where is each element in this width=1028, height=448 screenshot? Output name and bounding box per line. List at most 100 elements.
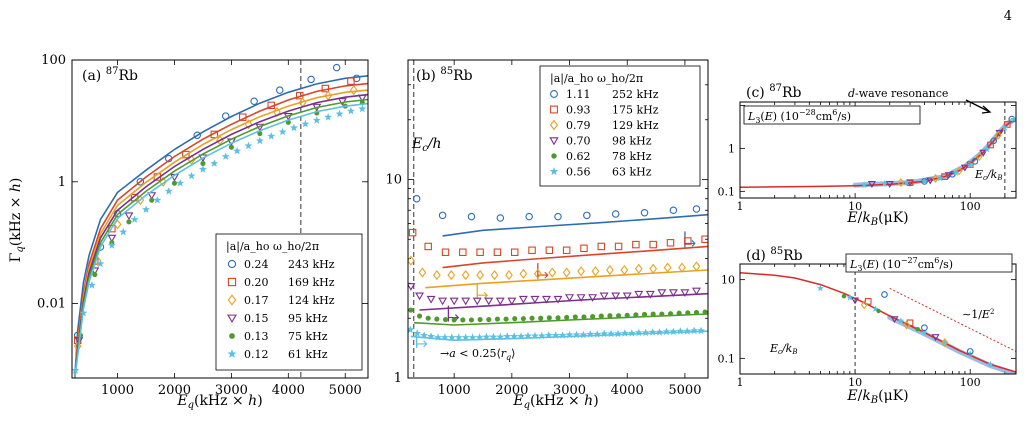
series-curve (74, 102, 368, 378)
data-point (932, 173, 940, 183)
panel-b: 1000 2000 3000 4000 5000 1 10 (b) 85Rb Ec/h Eq… (385, 59, 709, 411)
panel-a-ytick-label: 0.01 (37, 297, 66, 312)
panel-b-xlabel: Eq(kHz × h) (512, 393, 598, 411)
data-point (860, 181, 868, 188)
data-point (228, 144, 234, 150)
data-point (572, 314, 578, 320)
data-point (461, 270, 470, 281)
data-point (659, 311, 665, 317)
data-point (622, 292, 632, 301)
data-point (581, 314, 587, 320)
data-point (418, 267, 427, 278)
legend-marker (550, 105, 558, 114)
data-point (669, 327, 678, 336)
legend-a-label: 0.17 (244, 294, 269, 307)
data-point (147, 192, 157, 200)
panel-a-xtick-label: 5000 (329, 383, 362, 398)
data-point (564, 314, 570, 320)
legend-marker (550, 90, 558, 98)
data-point (579, 330, 588, 339)
data-point (447, 270, 456, 281)
data-point (690, 326, 699, 335)
data-point (257, 130, 263, 137)
data-point (611, 292, 621, 301)
cutoff-arrow (416, 340, 428, 348)
data-point (221, 152, 230, 160)
data-point (531, 331, 539, 340)
data-point (441, 248, 450, 257)
data-point (182, 150, 190, 159)
data-point (142, 205, 150, 213)
data-point (645, 290, 655, 299)
series-curve (419, 292, 708, 311)
panel-d-ytick-label: 0.1 (718, 352, 736, 365)
data-point (267, 101, 275, 110)
data-point (528, 246, 536, 255)
data-point (520, 316, 526, 322)
data-point (461, 297, 471, 306)
panel-c: 1 10 1000.11 (c) 87Rb L3(E) (10−28cm6/s) d… (718, 83, 1017, 228)
data-point (149, 197, 155, 203)
data-point (467, 212, 476, 221)
panel-a-xtick-label: 4000 (272, 383, 305, 398)
data-point (518, 295, 528, 304)
series-curve (425, 269, 708, 289)
series-curve (442, 213, 708, 237)
data-point (562, 246, 571, 255)
data-point (611, 210, 620, 218)
panel-d-xtick-label: 100 (960, 376, 981, 389)
legend-w-label: 98 kHz (612, 135, 652, 148)
panel-c-xtick-label: 10 (848, 200, 862, 213)
panel-d-boxlabel: L3(E) (10−27cm6/s) (849, 256, 953, 273)
data-point (239, 113, 247, 121)
series-curve (74, 98, 368, 378)
data-point (903, 178, 910, 186)
data-point (545, 246, 554, 255)
data-point (130, 215, 139, 223)
data-point (841, 293, 847, 299)
panel-b-label: (b) 85Rb (416, 66, 473, 84)
data-point (477, 316, 483, 323)
panel-c-data (740, 115, 1016, 188)
data-point (476, 270, 485, 281)
data-point (507, 297, 517, 306)
data-point (572, 330, 581, 339)
data-point (278, 127, 287, 136)
data-point (697, 326, 705, 335)
data-point (503, 316, 509, 322)
legend-a-label: 0.13 (244, 330, 269, 343)
data-point (153, 196, 162, 204)
data-point (621, 329, 629, 337)
data-point (669, 206, 678, 215)
data-point (620, 264, 629, 276)
data-point (489, 332, 498, 341)
panel-a-plot: 1000 2000 3000 4000 5000 0.01 1 100 (37, 53, 368, 398)
data-point (503, 332, 512, 340)
data-point (565, 294, 575, 302)
data-point (538, 315, 544, 321)
data-point (1001, 124, 1009, 131)
panel-b-ytick-label: 1 (394, 371, 402, 386)
data-point (960, 164, 969, 172)
legend-w-label: 95 kHz (288, 312, 328, 325)
data-point (524, 331, 532, 340)
data-point (415, 292, 425, 301)
data-point (210, 159, 219, 167)
panel-d-plot: 1 10 100 0.1 10 (718, 264, 1016, 389)
data-point (966, 161, 974, 169)
data-point (347, 106, 355, 115)
panel-d-ytick-label: 10 (721, 274, 735, 287)
data-point (634, 328, 643, 337)
data-point (941, 339, 949, 346)
data-point (952, 169, 960, 176)
panel-c-boxlabel: L3(E) (10−28cm6/s) (747, 108, 851, 125)
data-point (92, 271, 98, 278)
data-point (434, 316, 440, 322)
data-point (307, 75, 315, 84)
data-point (505, 270, 513, 281)
panel-a-label: (a) 87Rb (82, 66, 138, 84)
panel-b-xtick-label: 1000 (438, 383, 471, 398)
legend-a-label: 0.62 (566, 150, 591, 163)
legend-marker (227, 349, 237, 358)
